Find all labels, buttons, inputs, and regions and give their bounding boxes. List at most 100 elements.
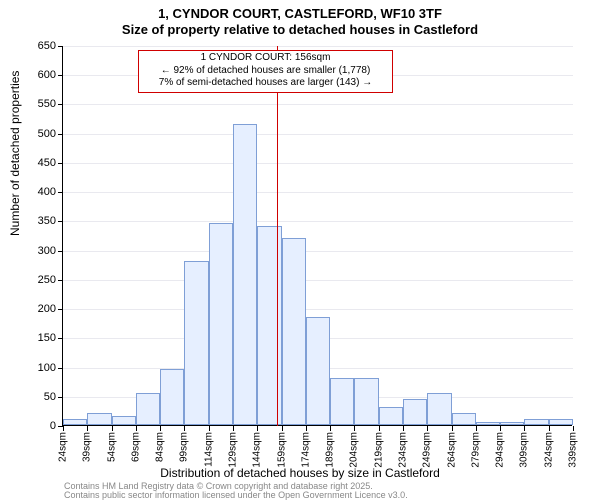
footer-attribution: Contains HM Land Registry data © Crown c… [64,482,408,500]
histogram-bar [136,393,160,425]
xtick-mark [379,426,380,431]
ytick-mark [58,192,63,193]
histogram-bar [354,378,378,425]
histogram-bar [427,393,451,425]
histogram-bar [524,419,548,425]
gridline [63,221,573,222]
ytick-mark [58,309,63,310]
xtick-label: 219sqm [373,432,384,468]
gridline [63,46,573,47]
x-axis-title: Distribution of detached houses by size … [0,466,600,480]
xtick-label: 189sqm [325,432,336,468]
xtick-mark [63,426,64,431]
xtick-mark [257,426,258,431]
histogram-bar [306,317,330,425]
xtick-mark [184,426,185,431]
xtick-label: 129sqm [228,432,239,468]
xtick-mark [403,426,404,431]
annotation-line-3: 7% of semi-detached houses are larger (1… [143,77,388,90]
ytick-label: 350 [16,215,56,227]
xtick-mark [306,426,307,431]
gridline [63,104,573,105]
gridline [63,134,573,135]
xtick-mark [549,426,550,431]
xtick-label: 39sqm [82,432,93,462]
histogram-bar [112,416,136,425]
ytick-label: 600 [16,69,56,81]
ytick-label: 200 [16,303,56,315]
histogram-bar [184,261,208,425]
xtick-mark [573,426,574,431]
ytick-mark [58,280,63,281]
marker-line [277,46,278,426]
ytick-label: 300 [16,245,56,257]
xtick-label: 99sqm [179,432,190,462]
xtick-mark [427,426,428,431]
ytick-label: 50 [16,391,56,403]
ytick-label: 400 [16,186,56,198]
histogram-bar [379,407,403,425]
footer-line-2: Contains public sector information licen… [64,490,408,500]
histogram-bar [87,413,111,425]
annotation-box: 1 CYNDOR COURT: 156sqm← 92% of detached … [138,50,393,93]
title-line-1: 1, CYNDOR COURT, CASTLEFORD, WF10 3TF [0,6,600,22]
xtick-label: 204sqm [349,432,360,468]
ytick-mark [58,46,63,47]
histogram-bar [160,369,184,425]
xtick-mark [112,426,113,431]
histogram-bar [549,419,573,425]
ytick-label: 450 [16,157,56,169]
y-axis-title: Number of detached properties [8,71,22,236]
xtick-label: 54sqm [106,432,117,462]
xtick-label: 249sqm [422,432,433,468]
histogram-bar [452,413,476,425]
histogram-bar [330,378,354,425]
histogram-bar [282,238,306,425]
histogram-bar [63,419,87,425]
xtick-mark [160,426,161,431]
xtick-label: 159sqm [276,432,287,468]
xtick-mark [476,426,477,431]
xtick-mark [136,426,137,431]
xtick-mark [524,426,525,431]
xtick-label: 309sqm [519,432,530,468]
gridline [63,163,573,164]
histogram-bar [403,399,427,425]
histogram-bar [209,223,233,425]
xtick-label: 144sqm [252,432,263,468]
gridline [63,309,573,310]
ytick-mark [58,338,63,339]
xtick-label: 24sqm [58,432,69,462]
xtick-mark [500,426,501,431]
ytick-mark [58,251,63,252]
xtick-label: 324sqm [543,432,554,468]
xtick-mark [209,426,210,431]
xtick-label: 264sqm [446,432,457,468]
gridline [63,192,573,193]
chart-title: 1, CYNDOR COURT, CASTLEFORD, WF10 3TF Si… [0,0,600,39]
ytick-mark [58,221,63,222]
xtick-label: 69sqm [130,432,141,462]
histogram-bar [500,422,524,425]
ytick-mark [58,163,63,164]
xtick-label: 294sqm [495,432,506,468]
gridline [63,280,573,281]
xtick-label: 339sqm [568,432,579,468]
xtick-label: 279sqm [470,432,481,468]
histogram-bar [257,226,281,425]
title-line-2: Size of property relative to detached ho… [0,22,600,38]
xtick-mark [354,426,355,431]
ytick-mark [58,104,63,105]
histogram-bar [476,422,500,425]
annotation-line-2: ← 92% of detached houses are smaller (1,… [143,65,388,78]
ytick-mark [58,75,63,76]
ytick-mark [58,368,63,369]
xtick-mark [452,426,453,431]
xtick-mark [330,426,331,431]
ytick-mark [58,397,63,398]
ytick-label: 250 [16,274,56,286]
plot-area: 0501001502002503003504004505005506006502… [62,46,572,426]
gridline [63,251,573,252]
xtick-label: 174sqm [300,432,311,468]
annotation-line-1: 1 CYNDOR COURT: 156sqm [143,52,388,65]
